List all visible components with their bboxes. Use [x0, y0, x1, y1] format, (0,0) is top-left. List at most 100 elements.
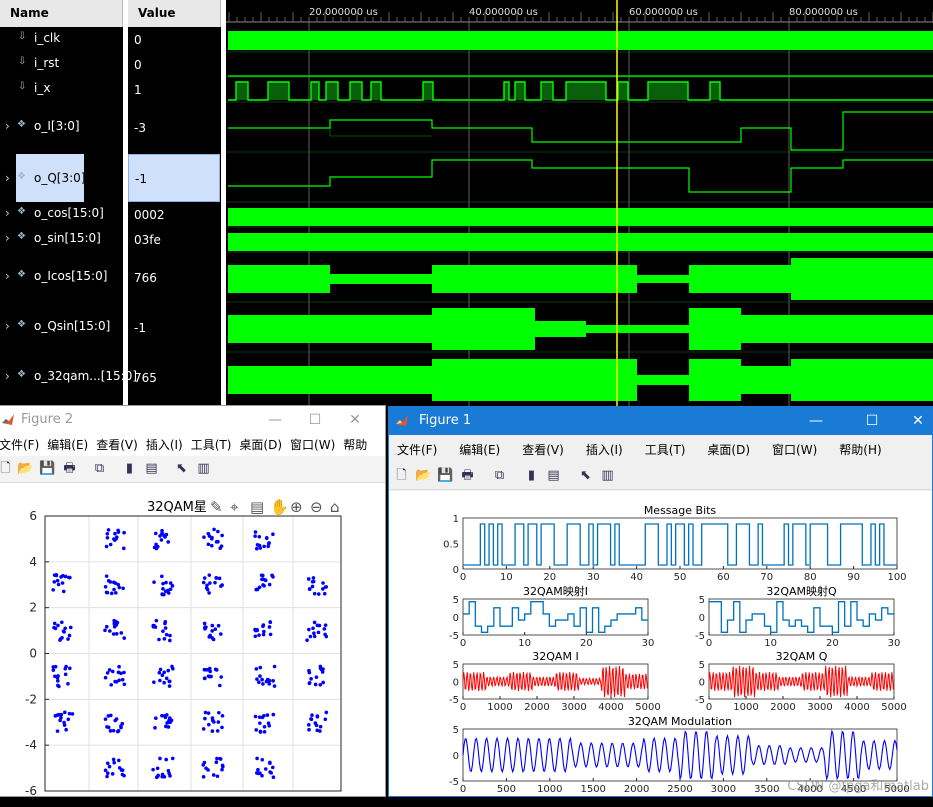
print-icon[interactable]: 🖶 — [461, 468, 474, 483]
menu-item[interactable]: 查看(V) — [522, 443, 564, 457]
signal-row-7[interactable]: › ❖ o_sin[15:0] — [0, 228, 123, 250]
subplot-title: 32QAM Q — [776, 650, 828, 663]
maximize-button[interactable]: ☐ — [308, 412, 322, 428]
constellation-point — [66, 717, 71, 722]
column-divider[interactable] — [123, 0, 128, 410]
data-tip-icon[interactable]: ⌖ — [230, 498, 239, 516]
expand-chevron-icon[interactable]: › — [5, 119, 10, 133]
constellation-point — [219, 675, 223, 679]
maximize-button[interactable]: ☐ — [865, 413, 879, 429]
signal-row-5[interactable]: › ❖ o_Q[3:0] — [0, 154, 123, 202]
property-editor-icon[interactable]: ▥ — [197, 461, 210, 476]
open-file-icon[interactable]: 📂 — [415, 468, 432, 483]
figure1-titlebar[interactable]: Figure 1 — ☐ ✕ — [389, 407, 932, 435]
close-button[interactable]: ✕ — [912, 413, 924, 429]
constellation-point — [114, 632, 119, 636]
pan-icon[interactable]: ✋ — [270, 498, 289, 516]
open-file-icon[interactable]: 📂 — [17, 461, 34, 476]
property-editor-icon[interactable]: ▥ — [601, 468, 614, 483]
constellation-point — [163, 715, 168, 720]
constellation-point — [115, 620, 120, 625]
close-button[interactable]: ✕ — [349, 412, 361, 428]
column-divider[interactable] — [221, 0, 226, 410]
signal-row-4[interactable]: › ❖ o_I[3:0] — [0, 116, 123, 138]
save-icon[interactable]: 💾 — [39, 461, 56, 476]
signal-row-8[interactable]: › ❖ o_Icos[15:0] — [0, 266, 123, 288]
menu-item[interactable]: 窗口(W) — [290, 438, 336, 452]
save-icon[interactable]: 💾 — [437, 468, 454, 483]
expand-chevron-icon[interactable]: › — [5, 319, 10, 333]
signal-row-9[interactable]: › ❖ o_Qsin[15:0] — [0, 316, 123, 338]
signal-row-6[interactable]: › ❖ o_cos[15:0] — [0, 203, 123, 225]
y-tick-label: 0 — [699, 678, 705, 689]
expand-chevron-icon[interactable]: › — [5, 171, 10, 185]
expand-chevron-icon[interactable]: › — [5, 369, 10, 383]
name-column-header[interactable]: Name — [0, 0, 123, 27]
link-plot-icon[interactable]: ⧉ — [494, 468, 505, 483]
constellation-point — [112, 587, 116, 592]
new-figure-icon[interactable]: 🗋 — [396, 468, 407, 483]
constellation-point — [106, 725, 111, 730]
menu-item[interactable]: 桌面(D) — [239, 438, 283, 452]
legend-icon[interactable]: ▤ — [145, 461, 158, 476]
bus-signal-icon: ❖ — [17, 269, 26, 280]
menu-item[interactable]: 编辑(E) — [47, 438, 89, 452]
menu-item[interactable]: 帮助(H) — [839, 443, 882, 457]
menu-item[interactable]: 桌面(D) — [707, 443, 751, 457]
signal-row-2[interactable]: ⇩ i_rst — [0, 53, 123, 75]
pointer-icon[interactable]: ⬉ — [580, 468, 591, 483]
constellation-point — [66, 637, 70, 641]
constellation-point — [113, 581, 118, 585]
x-tick-label: 1000 — [733, 702, 758, 713]
constellation-point — [253, 714, 258, 719]
constellation-point — [220, 714, 225, 718]
x-tick-label: 3500 — [754, 784, 779, 795]
constellation-point — [254, 728, 258, 732]
constellation-plot[interactable]: 6 4 2 0 -2 -4 -6 32QAM星 ✎ ⌖ ▤ ✋ ⊕ ⊖ ⌂ — [0, 483, 387, 803]
link-plot-icon[interactable]: ⧉ — [94, 461, 105, 476]
constellation-point — [312, 631, 316, 635]
home-icon[interactable]: ⌂ — [330, 498, 340, 516]
constellation-point — [122, 636, 127, 640]
signal-row-1[interactable]: ⇩ i_clk — [0, 28, 123, 50]
zoom-out-icon[interactable]: ⊖ — [310, 498, 323, 516]
brush-icon[interactable]: ✎ — [210, 498, 223, 516]
menu-item[interactable]: 工具(T) — [644, 443, 686, 457]
minimize-button[interactable]: — — [268, 412, 282, 428]
print-icon[interactable]: 🖶 — [63, 461, 76, 476]
constellation-point — [267, 625, 272, 629]
expand-chevron-icon[interactable]: › — [5, 269, 10, 283]
figure2-titlebar[interactable]: Figure 2 — ☐ ✕ — [0, 406, 385, 434]
constellation-point — [266, 544, 271, 549]
pointer-icon[interactable]: ⬉ — [176, 461, 187, 476]
menu-item[interactable]: 工具(T) — [190, 438, 232, 452]
value-column-header[interactable]: Value — [128, 0, 221, 27]
menu-item[interactable]: 窗口(W) — [772, 443, 818, 457]
export-icon[interactable]: ▤ — [250, 498, 264, 516]
constellation-point — [51, 668, 56, 672]
menu-item[interactable]: 查看(V) — [96, 438, 138, 452]
menu-item[interactable]: 插入(I) — [145, 438, 183, 452]
legend-icon[interactable]: ▤ — [547, 468, 560, 483]
constellation-point — [322, 591, 327, 596]
minimize-button[interactable]: — — [809, 413, 823, 429]
constellation-point — [306, 577, 311, 581]
constellation-point — [217, 576, 222, 581]
new-figure-icon[interactable]: 🗋 — [0, 461, 11, 476]
colorbar-icon[interactable]: ▮ — [527, 468, 536, 483]
signal-row-3[interactable]: ⇩ i_x — [0, 78, 123, 100]
waveform-canvas[interactable]: 20.000000 us 40.000000 us 60.000000 us 80.0… — [226, 0, 933, 410]
menu-item[interactable]: 文件(F) — [397, 443, 438, 457]
menu-item[interactable]: 编辑(E) — [459, 443, 501, 457]
constellation-point — [114, 680, 119, 684]
expand-chevron-icon[interactable]: › — [5, 231, 10, 245]
colorbar-icon[interactable]: ▮ — [125, 461, 134, 476]
zoom-in-icon[interactable]: ⊕ — [290, 498, 303, 516]
menu-item[interactable]: 插入(I) — [585, 443, 623, 457]
expand-chevron-icon[interactable]: › — [5, 206, 10, 220]
menu-item[interactable]: 文件(F) — [0, 438, 40, 452]
constellation-point — [113, 531, 117, 536]
y-tick-label: 0.5 — [443, 540, 459, 551]
signal-row-10[interactable]: › ❖ o_32qam...[15:0] — [0, 366, 137, 388]
